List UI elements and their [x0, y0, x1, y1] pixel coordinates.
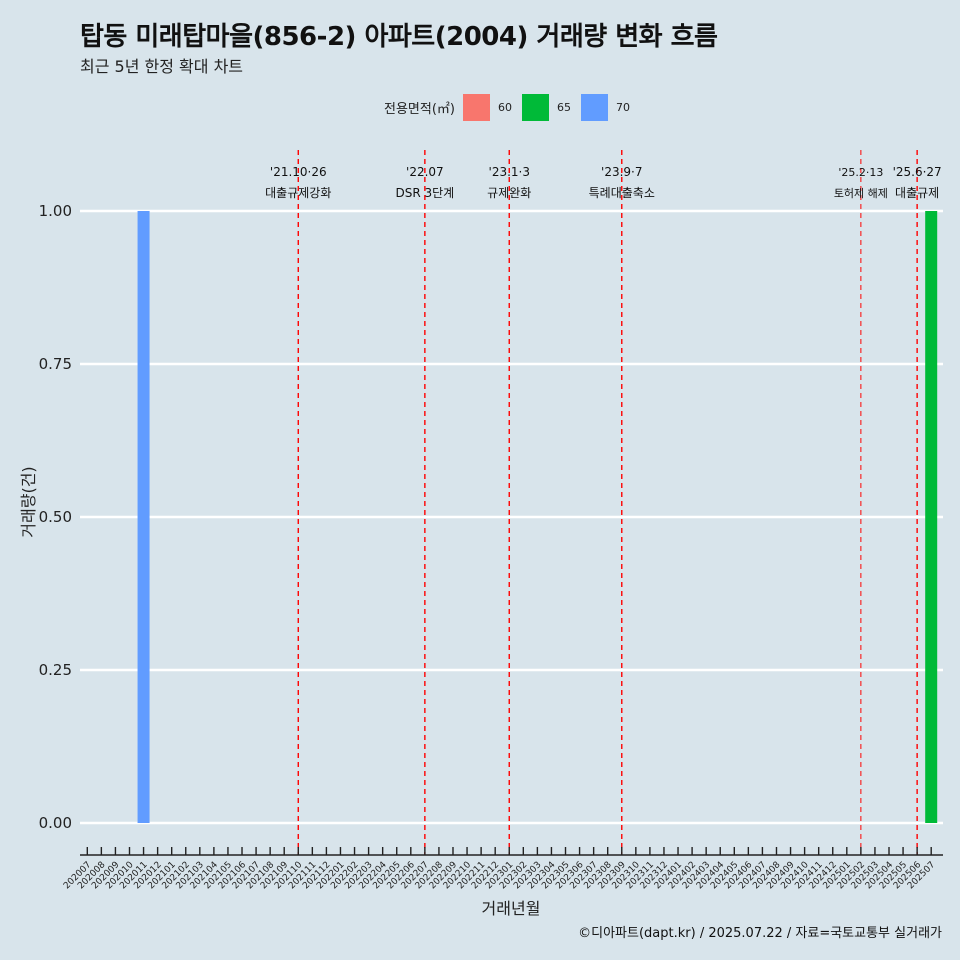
credit-text: ©디아파트(dapt.kr) / 2025.07.22 / 자료=국토교통부 실… — [578, 926, 942, 941]
y-tick-label: 0.00 — [39, 814, 72, 832]
legend-swatch-70 — [580, 93, 608, 121]
y-tick-label: 0.75 — [39, 355, 72, 373]
legend-swatch-60 — [462, 93, 490, 121]
event-date-202309: '23.9·7 — [601, 165, 642, 179]
x-axis-title: 거래년월 — [482, 899, 541, 918]
legend-item-60: 60 — [462, 93, 512, 121]
event-date-202506: '25.6·27 — [893, 165, 942, 179]
event-label-202506: 대출규제 — [895, 186, 939, 200]
event-label-202207: DSR 3단계 — [395, 186, 454, 200]
event-label-202110: 대출규제강화 — [265, 186, 331, 200]
event-date-202110: '21.10·26 — [270, 165, 327, 179]
event-label-202301: 규제완화 — [487, 186, 531, 200]
legend-swatch-65 — [521, 93, 549, 121]
legend-item-65: 65 — [521, 93, 571, 121]
y-tick-label: 0.25 — [39, 661, 72, 679]
chart-subtitle: 최근 5년 한정 확대 차트 — [80, 57, 244, 76]
bar-70-202011 — [137, 211, 150, 823]
event-date-202301: '23.1·3 — [489, 165, 530, 179]
legend-label-60: 60 — [497, 100, 512, 114]
chart-title: 탑동 미래탑마을(856-2) 아파트(2004) 거래량 변화 흐름 — [80, 22, 718, 52]
y-axis-title: 거래량(건) — [19, 466, 38, 537]
y-tick-label: 0.50 — [39, 508, 72, 526]
legend-label-65: 65 — [556, 100, 571, 114]
event-label-202502: 토허제 해제 — [834, 186, 888, 200]
legend-label-70: 70 — [615, 100, 630, 114]
legend-item-70: 70 — [580, 93, 630, 121]
event-date-202502: '25.2·13 — [838, 166, 883, 179]
legend: 전용면적(㎡) 60 65 70 — [384, 92, 640, 122]
y-tick-label: 1.00 — [39, 202, 72, 220]
event-date-202207: '22.07 — [406, 165, 444, 179]
legend-title: 전용면적(㎡) — [384, 101, 455, 117]
bar-65-202507 — [925, 211, 938, 823]
event-label-202309: 특례대출축소 — [589, 186, 655, 200]
